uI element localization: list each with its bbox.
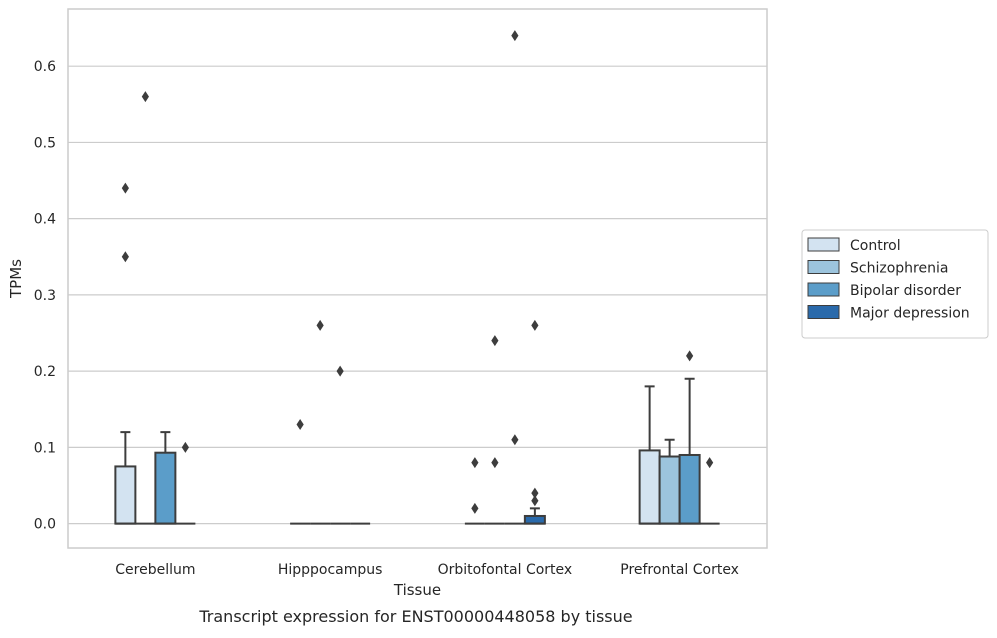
box-bipolar-disorder bbox=[154, 431, 177, 525]
outlier-point bbox=[471, 502, 479, 514]
box-bipolar-disorder bbox=[678, 377, 701, 525]
outlier-point bbox=[121, 251, 129, 263]
x-axis-label: Tissue bbox=[393, 581, 441, 599]
y-tick-label: 0.4 bbox=[34, 212, 56, 228]
x-tick-label: Hipppocampus bbox=[278, 562, 383, 578]
outlier-points bbox=[121, 30, 714, 514]
legend-swatch bbox=[807, 260, 840, 274]
box-schizophrenia bbox=[658, 438, 681, 525]
outlier-point bbox=[511, 30, 519, 42]
legend-label: Major depression bbox=[850, 306, 970, 322]
legend-frame bbox=[801, 229, 989, 339]
legend: Control Schizophrenia Bipolar disorder Majo… bbox=[801, 229, 989, 339]
box-control bbox=[114, 431, 137, 525]
outlier-point bbox=[336, 365, 344, 377]
x-tick-label: Prefrontal Cortex bbox=[620, 562, 739, 578]
outlier-point bbox=[121, 182, 129, 194]
box-groups bbox=[114, 377, 720, 525]
outlier-point bbox=[141, 91, 149, 103]
box-body bbox=[523, 514, 546, 525]
legend-label: Control bbox=[850, 238, 901, 254]
outlier-point bbox=[686, 350, 694, 362]
box-body bbox=[154, 451, 177, 525]
y-tick-label: 0.0 bbox=[34, 517, 56, 533]
plot-frame bbox=[67, 8, 768, 549]
legend-label: Bipolar disorder bbox=[850, 283, 961, 299]
y-tick-label: 0.2 bbox=[34, 364, 56, 380]
box-control bbox=[638, 385, 661, 525]
x-tick-labels: Cerebellum Hipppocampus Orbitofontal Corte… bbox=[115, 562, 739, 578]
legend-label: Schizophrenia bbox=[850, 261, 948, 277]
x-tick-label: Orbitofontal Cortex bbox=[438, 562, 573, 578]
y-tick-label: 0.3 bbox=[34, 288, 56, 304]
outlier-point bbox=[296, 418, 304, 430]
outlier-point bbox=[471, 457, 479, 469]
legend-swatch bbox=[807, 237, 840, 252]
outlier-point bbox=[531, 495, 539, 507]
outlier-point bbox=[531, 319, 539, 331]
chart-caption: Transcript expression for ENST0000044805… bbox=[198, 607, 632, 626]
outlier-point bbox=[316, 319, 324, 331]
outlier-point bbox=[511, 434, 519, 446]
outlier-point bbox=[491, 457, 499, 469]
legend-swatch bbox=[807, 305, 840, 319]
outlier-point bbox=[706, 457, 714, 469]
box-body bbox=[658, 455, 681, 525]
legend-swatch bbox=[807, 282, 840, 297]
y-tick-label: 0.1 bbox=[34, 440, 56, 456]
y-axis-label: TPMs bbox=[7, 259, 25, 299]
box-body bbox=[678, 453, 701, 525]
outlier-point bbox=[531, 487, 539, 499]
outlier-point bbox=[181, 441, 189, 453]
y-tick-label: 0.6 bbox=[34, 59, 56, 75]
y-tick-label: 0.5 bbox=[34, 135, 56, 151]
y-tick-labels: 0.0 0.1 0.2 0.3 0.4 0.5 0.6 bbox=[34, 59, 56, 532]
x-tick-label: Cerebellum bbox=[115, 562, 195, 578]
outlier-point bbox=[491, 335, 499, 347]
box-body bbox=[114, 465, 137, 525]
box-major-depression bbox=[523, 507, 546, 525]
box-body bbox=[638, 449, 661, 525]
